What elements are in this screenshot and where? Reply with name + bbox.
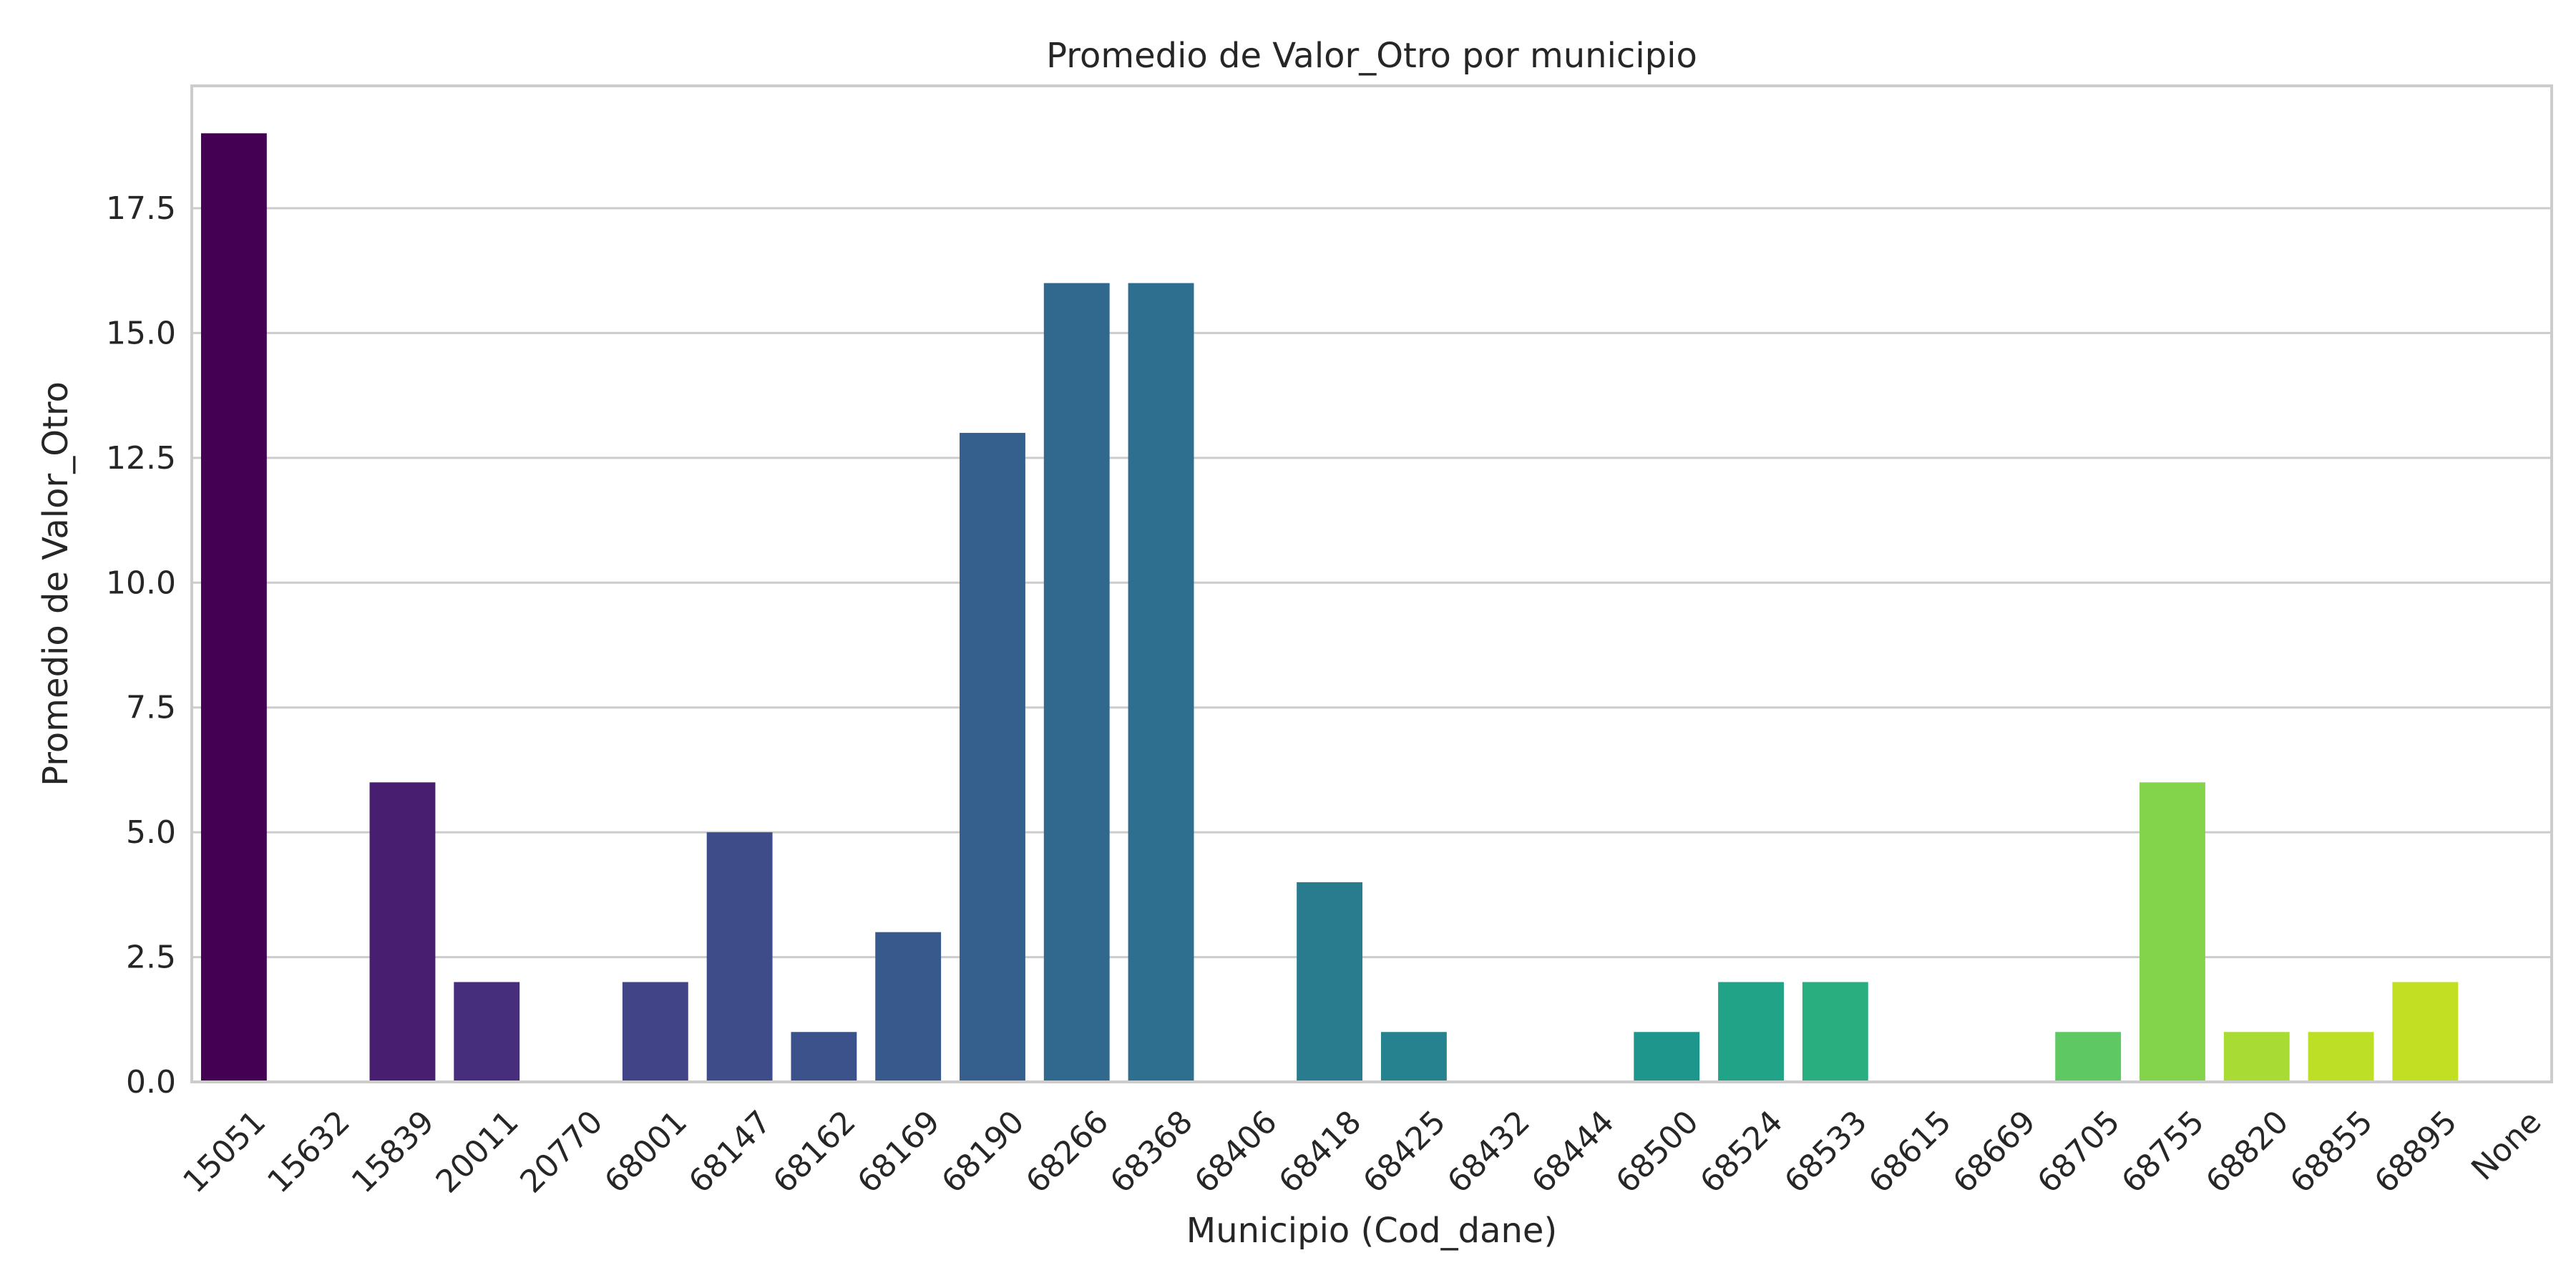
bar-68524 xyxy=(1718,982,1784,1082)
x-tick-label: 68266 xyxy=(1019,1103,1116,1200)
x-tick-label: 68444 xyxy=(1525,1103,1621,1200)
x-tick-label: 68524 xyxy=(1693,1103,1790,1200)
x-tick-label: 68895 xyxy=(2368,1103,2464,1200)
bar-68190 xyxy=(960,432,1025,1082)
x-tick-label: 68755 xyxy=(2114,1103,2211,1200)
x-tick-label: 68820 xyxy=(2199,1103,2296,1200)
x-tick-label: 68169 xyxy=(851,1103,947,1200)
y-tick-label: 7.5 xyxy=(126,690,176,726)
x-tick-label: 15632 xyxy=(260,1103,357,1200)
x-axis-label: Municipio (Cod_dane) xyxy=(1186,1211,1557,1251)
x-tick-label: 68190 xyxy=(935,1103,1031,1200)
bar-68001 xyxy=(622,982,688,1082)
x-tick-label: 68425 xyxy=(1356,1103,1453,1200)
bar-68266 xyxy=(1043,283,1110,1082)
x-tick-label: 20011 xyxy=(429,1103,526,1200)
bar-68855 xyxy=(2308,1032,2374,1082)
bar-68147 xyxy=(706,832,773,1082)
x-tick-label: 20770 xyxy=(513,1103,610,1200)
y-tick-label: 17.5 xyxy=(106,190,176,227)
gridlines xyxy=(192,207,2552,1083)
bar-68169 xyxy=(875,932,942,1082)
bars xyxy=(200,133,2459,1082)
x-tick-label: 68705 xyxy=(2031,1103,2127,1200)
x-tick-label: 68615 xyxy=(1862,1103,1958,1200)
bar-15051 xyxy=(200,133,267,1082)
bar-20011 xyxy=(454,982,520,1082)
y-tick-labels: 0.0 2.5 5.0 7.5 10.0 12.5 15.0 17.5 xyxy=(106,190,176,1101)
x-tick-label: 68669 xyxy=(1946,1103,2043,1200)
bar-68705 xyxy=(2055,1032,2122,1082)
bar-15839 xyxy=(369,782,436,1082)
x-tick-label: 68418 xyxy=(1272,1103,1368,1200)
bar-68895 xyxy=(2392,982,2459,1082)
y-tick-label: 2.5 xyxy=(126,940,176,976)
bar-68418 xyxy=(1297,882,1363,1082)
x-tick-label: 68368 xyxy=(1103,1103,1200,1200)
x-tick-label: 15051 xyxy=(176,1103,273,1200)
x-tick-labels: 1505115632158392001120770680016814768162… xyxy=(176,1103,2548,1200)
x-tick-label: 68162 xyxy=(766,1103,863,1200)
x-tick-label: 68533 xyxy=(1777,1103,1874,1200)
bar-68820 xyxy=(2223,1032,2290,1082)
x-tick-label: 68432 xyxy=(1440,1103,1537,1200)
chart-title: Promedio de Valor_Otro por municipio xyxy=(1046,36,1697,76)
x-tick-label: 15839 xyxy=(345,1103,441,1200)
x-tick-label: None xyxy=(2464,1103,2548,1187)
x-tick-label: 68500 xyxy=(1609,1103,1706,1200)
x-tick-label: 68406 xyxy=(1188,1103,1284,1200)
y-tick-label: 15.0 xyxy=(106,315,176,351)
y-tick-label: 12.5 xyxy=(106,440,176,477)
bar-68500 xyxy=(1634,1032,1700,1082)
y-tick-label: 0.0 xyxy=(126,1064,176,1101)
x-tick-label: 68001 xyxy=(597,1103,694,1200)
bar-68162 xyxy=(791,1032,857,1082)
plot-frame xyxy=(190,84,2553,1083)
x-tick-label: 68147 xyxy=(682,1103,779,1200)
bar-68368 xyxy=(1128,283,1194,1082)
bar-68533 xyxy=(1802,982,1868,1082)
y-axis-label: Promedio de Valor_Otro xyxy=(36,381,76,786)
bar-68425 xyxy=(1380,1032,1447,1082)
y-tick-label: 5.0 xyxy=(126,814,176,851)
bar-68755 xyxy=(2140,782,2205,1082)
x-tick-label: 68855 xyxy=(2283,1103,2380,1200)
y-tick-label: 10.0 xyxy=(106,565,176,601)
